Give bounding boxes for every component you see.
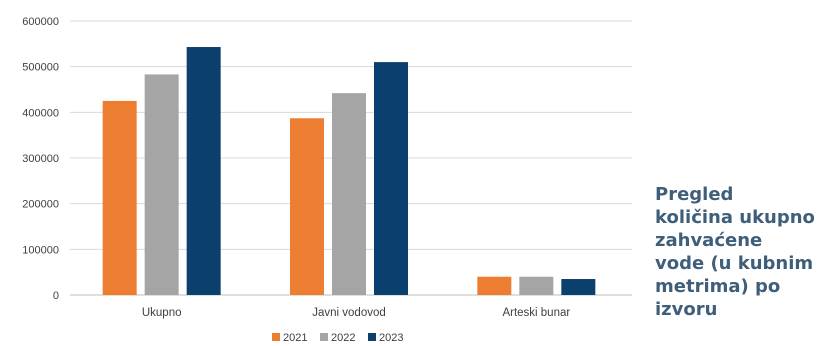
bar-2021 xyxy=(290,118,324,296)
y-tick-label: 500000 xyxy=(22,62,59,74)
bar-2023 xyxy=(186,47,221,295)
legend-label: 2023 xyxy=(379,332,403,344)
bar-2022 xyxy=(519,276,554,295)
bar-2021 xyxy=(102,100,137,296)
bar-chart: 0 100000 200000 300000 400000 500000 600000 Uku… xyxy=(22,16,632,344)
y-tick-label: 0 xyxy=(53,290,59,302)
legend-swatch-2022 xyxy=(320,333,328,341)
bar-2023 xyxy=(374,62,408,295)
bar-2022 xyxy=(144,74,179,296)
bar-2023 xyxy=(561,279,596,295)
y-tick-label: 400000 xyxy=(22,107,59,119)
chart-caption: Pregled količina ukupno zahvaćene vode (… xyxy=(655,184,815,320)
legend-swatch-2021 xyxy=(272,333,280,341)
legend-label: 2022 xyxy=(331,332,355,344)
y-tick-label: 200000 xyxy=(22,199,59,211)
bar-2021 xyxy=(477,276,512,295)
y-tick-label: 300000 xyxy=(22,153,59,165)
legend-swatch-2023 xyxy=(368,333,376,341)
x-category-label: Arteski bunar xyxy=(502,307,570,319)
legend-label: 2021 xyxy=(283,332,307,344)
y-tick-label: 100000 xyxy=(22,244,59,256)
y-tick-label: 600000 xyxy=(22,16,59,28)
x-category-label: Javni vodovod xyxy=(312,307,386,319)
bar-2022 xyxy=(332,93,366,295)
x-category-label: Ukupno xyxy=(142,307,182,319)
